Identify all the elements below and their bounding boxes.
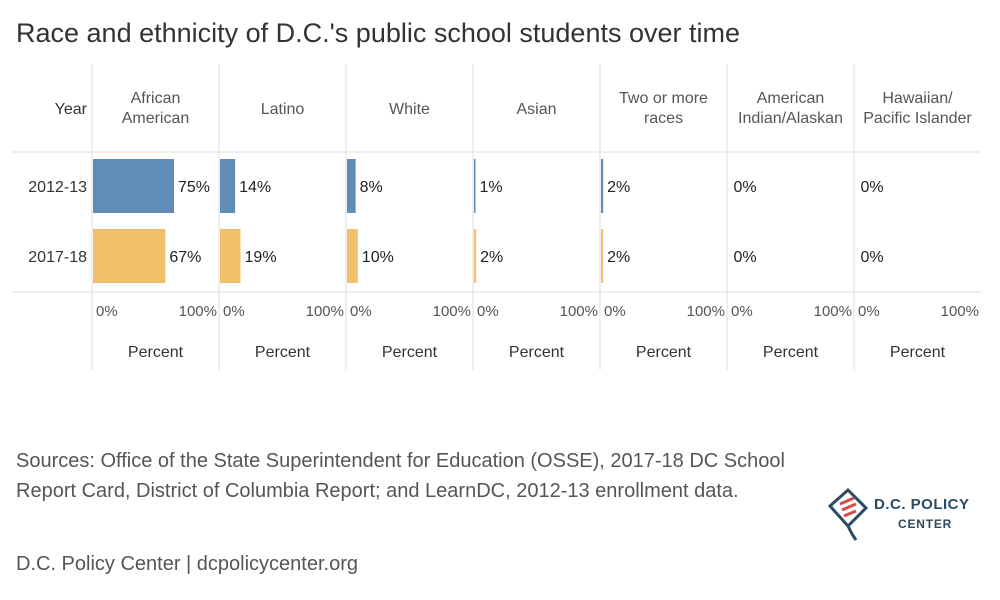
bar-value-label: 67%	[169, 249, 201, 266]
sources-note: Sources: Office of the State Superintend…	[16, 450, 785, 502]
column-header-label: Two or more	[619, 90, 708, 107]
chart-title: Race and ethnicity of D.C.'s public scho…	[16, 18, 741, 48]
x-tick-label: 0%	[477, 303, 499, 320]
x-tick-label: 100%	[814, 303, 852, 320]
column-header-label: Indian/Alaskan	[738, 110, 843, 127]
bar	[601, 229, 604, 283]
x-tick-label: 100%	[941, 303, 979, 320]
x-tick-label: 100%	[306, 303, 344, 320]
bar-value-label: 0%	[861, 179, 884, 196]
bar-value-label: 0%	[734, 249, 757, 266]
chart: Year 2012-13 2017-18 African American 75% 67% 0…	[12, 64, 981, 370]
bar-value-label: 2%	[607, 179, 630, 196]
bar-value-label: 19%	[245, 249, 277, 266]
column-header-label: African	[131, 90, 181, 107]
column-header-label: American	[757, 90, 825, 107]
row-label: 2012-13	[28, 179, 87, 196]
bar-value-label: 14%	[239, 179, 271, 196]
bar-value-label: 2%	[607, 249, 630, 266]
bar	[474, 229, 477, 283]
bar	[220, 159, 236, 213]
dc-map-icon	[827, 487, 869, 541]
x-tick-label: 0%	[731, 303, 753, 320]
bar-value-label: 8%	[360, 179, 383, 196]
bar	[93, 159, 174, 213]
bar	[93, 229, 166, 283]
x-axis-label: Percent	[128, 344, 184, 361]
x-tick-label: 0%	[858, 303, 880, 320]
x-tick-label: 100%	[687, 303, 725, 320]
logo-text-line1: D.C. POLICY	[874, 496, 970, 513]
column-header-label: White	[389, 101, 430, 118]
bar-value-label: 2%	[480, 249, 503, 266]
bar	[601, 159, 604, 213]
x-tick-label: 100%	[560, 303, 598, 320]
bar	[474, 159, 476, 213]
x-axis-label: Percent	[636, 344, 692, 361]
column-header-label: Hawaiian/	[882, 90, 953, 107]
x-axis-label: Percent	[509, 344, 565, 361]
bar-value-label: 75%	[178, 179, 210, 196]
column-header-label: Pacific Islander	[863, 110, 972, 127]
x-axis-label: Percent	[890, 344, 946, 361]
column-header-label: American	[122, 110, 190, 127]
x-axis-label: Percent	[763, 344, 819, 361]
column-header-label: Latino	[261, 101, 305, 118]
footer-credit: D.C. Policy Center | dcpolicycenter.org	[16, 553, 359, 575]
x-tick-label: 100%	[433, 303, 471, 320]
bar-value-label: 0%	[861, 249, 884, 266]
row-label: 2017-18	[28, 249, 87, 266]
bar	[347, 159, 356, 213]
bar	[220, 229, 241, 283]
dc-policy-center-logo: D.C. POLICY CENTER	[826, 486, 976, 546]
x-tick-label: 0%	[223, 303, 245, 320]
bar	[347, 229, 358, 283]
bar-value-label: 0%	[734, 179, 757, 196]
x-tick-label: 0%	[350, 303, 372, 320]
row-header-year: Year	[55, 101, 88, 118]
logo-text-line2: CENTER	[898, 517, 953, 531]
bar-value-label: 1%	[480, 179, 503, 196]
column-header-label: Asian	[516, 101, 556, 118]
x-tick-label: 0%	[96, 303, 118, 320]
x-axis-label: Percent	[382, 344, 438, 361]
x-axis-label: Percent	[255, 344, 311, 361]
column-header-label: races	[644, 110, 683, 127]
x-tick-label: 100%	[179, 303, 217, 320]
x-tick-label: 0%	[604, 303, 626, 320]
bar-value-label: 10%	[362, 249, 394, 266]
